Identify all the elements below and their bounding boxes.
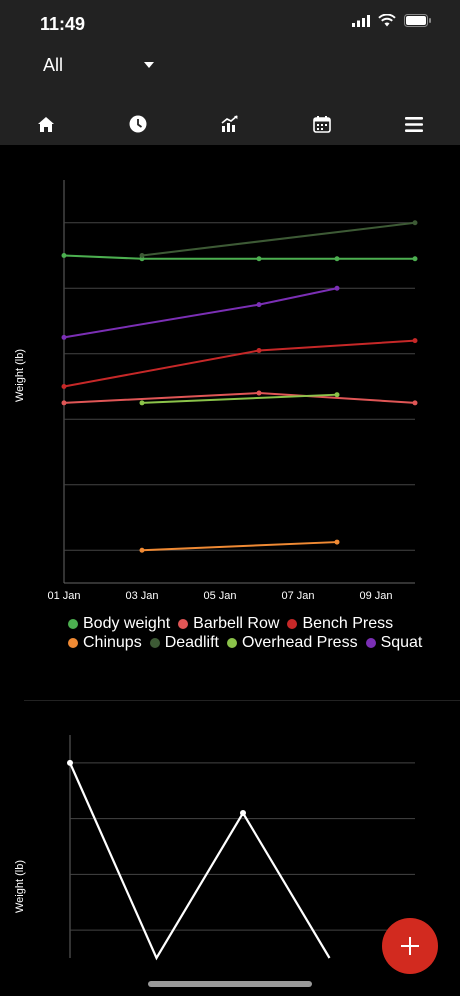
series-line-body-weight <box>63 254 415 260</box>
chevron-down-icon <box>144 62 154 68</box>
menu-icon <box>405 116 423 132</box>
x-tick-label: 05 Jan <box>203 590 236 602</box>
legend-label: Chinups <box>83 634 142 651</box>
series-line-deadlift <box>141 221 416 257</box>
legend-dot <box>287 618 298 629</box>
home-indicator[interactable] <box>148 981 312 987</box>
data-point <box>67 759 73 766</box>
legend-item-barbell-row[interactable]: Barbell Row <box>178 614 279 633</box>
home-icon <box>38 116 54 132</box>
data-point-squat <box>334 285 340 291</box>
nav-progress[interactable] <box>184 104 276 144</box>
section-divider <box>24 700 460 701</box>
legend-label: Barbell Row <box>193 615 280 632</box>
chart1-ylabel: Weight (lb) <box>14 349 26 402</box>
legend-label: Bench Press <box>302 615 394 632</box>
chart2-ylabel: Weight (lb) <box>14 860 26 913</box>
data-point-body-weight <box>334 256 340 262</box>
data-point-overhead-press <box>139 400 145 406</box>
signal-icon <box>352 14 370 27</box>
battery-icon <box>404 14 431 27</box>
legend-dot <box>68 618 78 629</box>
data-point <box>240 810 246 817</box>
legend-dot <box>149 637 160 648</box>
legend-label: Overhead Press <box>241 634 358 651</box>
series-line-chinups <box>141 541 338 552</box>
legend-item-squat[interactable]: Squat <box>365 633 423 652</box>
data-point-barbell-row <box>256 390 262 396</box>
data-point-chinups <box>139 547 145 553</box>
chart-icon <box>221 115 238 132</box>
data-point-body-weight <box>61 253 67 258</box>
wifi-icon <box>378 14 396 27</box>
legend-dot <box>226 637 237 648</box>
data-point-body-weight <box>256 256 262 262</box>
nav-menu[interactable] <box>368 104 460 144</box>
legend-label: Squat <box>380 634 423 651</box>
series-line <box>68 762 331 961</box>
x-tick-label: 03 Jan <box>125 590 158 602</box>
legend-dot <box>178 618 189 629</box>
plus-icon <box>401 937 419 955</box>
filter-selected: All <box>43 54 64 75</box>
nav-history[interactable] <box>92 104 184 144</box>
history-icon <box>129 115 147 133</box>
weight-chart: 01 Jan 03 Jan 05 Jan 07 Jan 09 Jan <box>47 180 418 602</box>
legend-item-deadlift[interactable]: Deadlift <box>149 633 219 652</box>
x-tick-label: 09 Jan <box>359 590 392 602</box>
legend-item-overhead-press[interactable]: Overhead Press <box>226 633 358 652</box>
data-point-bench-press <box>412 338 418 344</box>
legend-label: Body weight <box>83 615 171 632</box>
x-tick-label: 07 Jan <box>281 590 314 602</box>
data-point-squat <box>61 334 67 340</box>
legend-item-body-weight[interactable]: Body weight <box>68 614 170 633</box>
legend-item-chinups[interactable]: Chinups <box>68 633 142 652</box>
chart-legend: Body weight Barbell Row Bench Press Chinups… <box>68 614 448 652</box>
data-point-barbell-row <box>412 400 418 406</box>
nav-calendar[interactable] <box>276 104 368 144</box>
legend-dot <box>365 637 376 648</box>
legend-dot <box>68 637 78 648</box>
data-point-chinups <box>334 539 340 545</box>
data-point-bench-press <box>256 347 262 353</box>
status-time: 11:49 <box>40 14 86 34</box>
data-point-barbell-row <box>61 400 67 406</box>
data-point-body-weight <box>412 256 418 262</box>
data-point-bench-press <box>61 384 67 389</box>
data-point-deadlift <box>412 220 418 226</box>
x-tick-label: 01 Jan <box>47 590 80 602</box>
calendar-icon <box>313 116 331 133</box>
series-line-bench-press <box>63 339 416 388</box>
nav-home[interactable] <box>0 104 92 144</box>
app-header: 11:49 All <box>0 0 460 145</box>
data-point-overhead-press <box>334 392 340 398</box>
data-point-deadlift <box>139 253 145 258</box>
data-point-squat <box>256 302 262 308</box>
series-line-overhead-press <box>141 393 338 404</box>
series-line-squat <box>63 287 338 339</box>
weight-chart-2 <box>67 735 415 961</box>
status-icons <box>352 14 432 27</box>
add-button[interactable] <box>382 918 438 974</box>
filter-dropdown[interactable]: All <box>43 53 158 77</box>
legend-label: Deadlift <box>164 634 219 651</box>
legend-item-bench-press[interactable]: Bench Press <box>287 614 393 633</box>
nav-bar <box>0 104 460 144</box>
